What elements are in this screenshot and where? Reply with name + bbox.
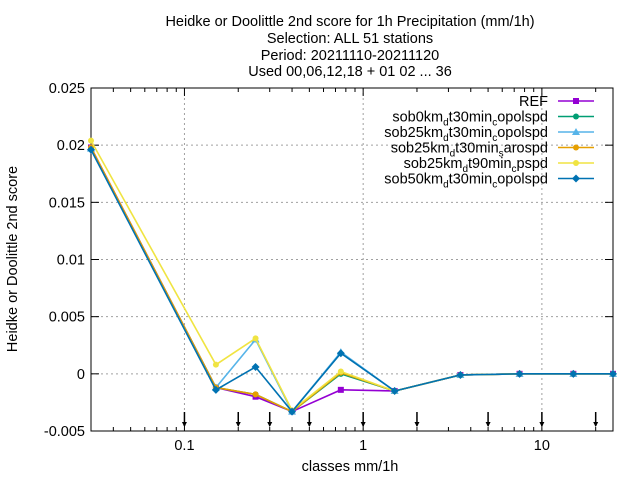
legend-entry: REF	[519, 94, 594, 110]
y-tick-label: 0.025	[49, 81, 85, 97]
data-point	[337, 368, 344, 375]
y-tick-label: -0.005	[44, 424, 85, 440]
class-marker	[235, 412, 241, 427]
y-axis: -0.005 0 0.005 0.01 0.015 0.02 0.025	[44, 81, 613, 440]
legend-label: sob0kmdt30mincopolspd	[392, 110, 548, 129]
class-marker	[539, 412, 545, 427]
legend-label: sob25kmdt30mincopolspd	[384, 125, 548, 144]
data-point	[456, 370, 465, 379]
y-axis-label: Heidke or Doolittle 2nd score	[5, 166, 21, 352]
data-point	[569, 369, 578, 378]
legend-label: REF	[519, 94, 548, 110]
title-line-4: Used 00,06,12,18 + 01 02 ... 36	[248, 64, 452, 80]
chart-title: Heidke or Doolittle 2nd score for 1h Pre…	[165, 14, 534, 80]
y-tick-label: 0.02	[57, 138, 85, 154]
data-point	[211, 385, 220, 394]
class-marker	[360, 412, 366, 427]
legend-entry: sob0kmdt30mincopolspd	[392, 110, 594, 129]
class-marker	[306, 412, 312, 427]
class-marker	[485, 412, 491, 427]
series-group	[87, 137, 617, 416]
legend-entry: sob25kmdt30minsarospd	[391, 141, 594, 160]
x-axis-label: classes mm/1h	[302, 459, 399, 475]
data-point	[251, 362, 260, 371]
y-tick-label: 0.005	[49, 310, 85, 326]
data-point	[252, 391, 259, 398]
title-line-2: Selection: ALL 51 stations	[267, 31, 433, 47]
title-line-3: Period: 20211110-20211120	[261, 48, 439, 64]
y-tick-label: 0	[77, 367, 85, 383]
data-point	[572, 128, 580, 135]
class-marker	[593, 412, 599, 427]
data-point	[609, 369, 617, 378]
data-point	[337, 386, 344, 393]
data-point	[515, 369, 524, 378]
data-point	[573, 144, 579, 151]
legend-entry: sob50kmdt30mincopolspd	[384, 172, 594, 191]
data-point	[573, 98, 579, 104]
x-tick-label: 1	[359, 438, 367, 454]
legend-label: sob50kmdt30mincopolspd	[384, 172, 548, 191]
x-tick-label: 0.1	[174, 438, 194, 454]
legend-label: sob25kmdt90mincpspd	[404, 156, 548, 175]
series-line	[90, 149, 613, 413]
data-point	[288, 407, 297, 416]
class-marker	[414, 412, 420, 427]
bottom-markers	[181, 412, 599, 427]
class-marker	[267, 412, 273, 427]
series-6	[87, 145, 617, 416]
x-tick-label: 10	[534, 438, 550, 454]
data-point	[212, 361, 219, 368]
data-point	[572, 174, 580, 183]
y-tick-label: 0.01	[57, 253, 85, 269]
legend-entry: sob25kmdt30mincopolspd	[384, 125, 594, 144]
data-point	[88, 137, 94, 144]
y-tick-label: 0.015	[49, 195, 85, 211]
legend-entry: sob25kmdt90mincpspd	[404, 156, 594, 175]
class-marker	[181, 412, 187, 427]
data-point	[573, 113, 579, 120]
data-point	[573, 160, 579, 166]
legend-label: sob25kmdt30minsarospd	[391, 141, 548, 160]
legend: REFsob0kmdt30mincopolspdsob25kmdt30minco…	[384, 94, 594, 191]
data-point	[390, 386, 399, 395]
data-point	[336, 349, 345, 358]
title-line-1: Heidke or Doolittle 2nd score for 1h Pre…	[165, 14, 534, 30]
data-point	[252, 335, 259, 342]
data-point	[87, 145, 95, 154]
